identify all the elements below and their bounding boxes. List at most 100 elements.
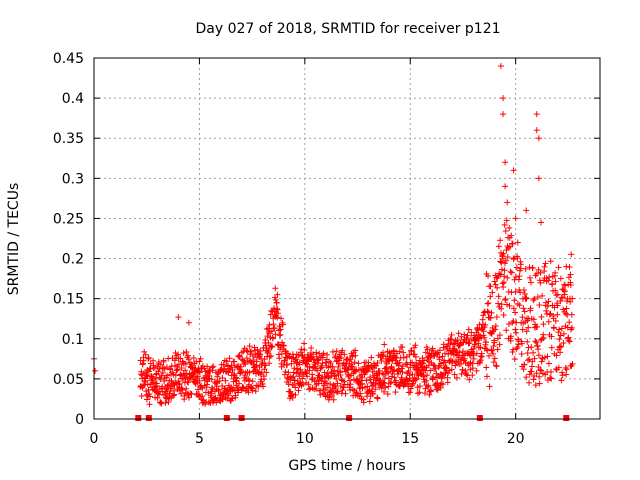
- data-point: [174, 366, 181, 373]
- data-point: [497, 237, 504, 244]
- data-point: [416, 389, 423, 396]
- data-point: [165, 399, 172, 406]
- data-point: [339, 387, 346, 394]
- data-point: [475, 327, 482, 334]
- data-point: [196, 369, 203, 376]
- data-point: [569, 295, 576, 302]
- data-point: [279, 321, 286, 328]
- data-point: [215, 386, 222, 393]
- data-point: [503, 327, 510, 334]
- data-point: [352, 352, 359, 359]
- data-point: [534, 294, 541, 301]
- data-point: [500, 111, 507, 118]
- data-point: [327, 380, 334, 387]
- data-point: [163, 364, 170, 371]
- data-point: [515, 276, 522, 283]
- data-point: [422, 349, 429, 356]
- data-point: [560, 340, 567, 347]
- data-point: [464, 332, 471, 339]
- data-point: [288, 360, 295, 367]
- data-point: [225, 392, 232, 399]
- data-point: [487, 283, 494, 290]
- data-point: [507, 243, 514, 250]
- data-point: [557, 332, 564, 339]
- data-point: [539, 292, 546, 299]
- data-point: [464, 372, 471, 379]
- data-points: [91, 63, 576, 408]
- data-point: [163, 395, 170, 402]
- data-point: [180, 350, 187, 357]
- data-point: [235, 389, 242, 396]
- data-point: [524, 357, 531, 364]
- data-point: [477, 344, 484, 351]
- data-point: [535, 135, 542, 142]
- data-point: [559, 372, 566, 379]
- data-point: [246, 369, 253, 376]
- data-point: [553, 292, 560, 299]
- data-point: [556, 326, 563, 333]
- data-point: [145, 355, 152, 362]
- data-point: [359, 385, 366, 392]
- data-point: [304, 373, 311, 380]
- data-point: [553, 366, 560, 373]
- data-point: [565, 274, 572, 281]
- data-point: [448, 331, 455, 338]
- data-point: [514, 344, 521, 351]
- data-point: [557, 298, 564, 305]
- data-point: [412, 353, 419, 360]
- data-point: [451, 371, 458, 378]
- data-point: [524, 350, 531, 357]
- data-point: [551, 325, 558, 332]
- data-point: [334, 380, 341, 387]
- data-point: [422, 390, 429, 397]
- x-tick-label: 10: [296, 431, 314, 447]
- data-point: [409, 371, 416, 378]
- data-point: [494, 284, 501, 291]
- x-tick-label: 5: [195, 431, 204, 447]
- data-point: [513, 264, 520, 271]
- data-point: [552, 269, 559, 276]
- data-point: [359, 380, 366, 387]
- data-point: [560, 287, 567, 294]
- data-point: [229, 395, 236, 402]
- data-point: [562, 310, 569, 317]
- data-point: [282, 368, 289, 375]
- data-point: [346, 384, 353, 391]
- data-point: [510, 346, 517, 353]
- data-point: [501, 273, 508, 280]
- data-point: [274, 305, 281, 312]
- data-point: [429, 345, 436, 352]
- data-point: [198, 365, 205, 372]
- data-point: [366, 398, 373, 405]
- data-point: [181, 392, 188, 399]
- data-point: [152, 394, 159, 401]
- data-point: [521, 291, 528, 298]
- x-tick-labels: 0 5 10 15 20: [90, 431, 525, 447]
- y-tick-label: 0.35: [53, 131, 84, 147]
- data-point: [552, 287, 559, 294]
- data-point: [506, 302, 513, 309]
- data-point: [265, 325, 272, 332]
- data-point: [373, 362, 380, 369]
- data-point: [502, 183, 509, 190]
- data-point: [463, 371, 470, 378]
- data-point: [511, 297, 518, 304]
- data-point: [533, 270, 540, 277]
- data-point: [333, 375, 340, 382]
- data-point: [232, 392, 239, 399]
- data-point: [515, 341, 522, 348]
- data-point: [544, 353, 551, 360]
- data-point: [339, 347, 346, 354]
- data-point: [506, 224, 513, 231]
- data-point: [175, 378, 182, 385]
- data-point: [549, 280, 556, 287]
- data-point: [223, 358, 230, 365]
- data-point: [528, 344, 535, 351]
- data-point: [391, 374, 398, 381]
- data-point: [526, 356, 533, 363]
- data-point: [351, 359, 358, 366]
- data-point: [557, 275, 564, 282]
- data-point: [325, 364, 332, 371]
- data-point: [559, 369, 566, 376]
- data-point: [157, 399, 164, 406]
